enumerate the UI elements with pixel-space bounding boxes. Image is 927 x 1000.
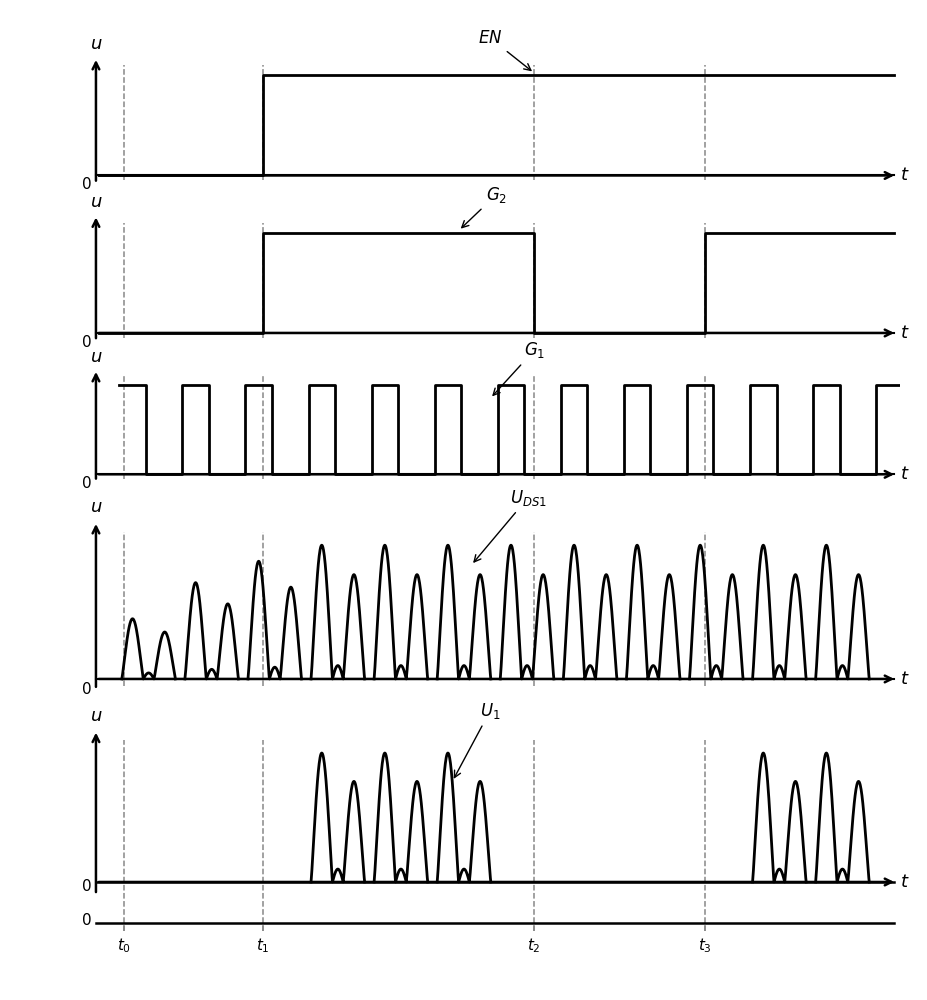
Text: 0: 0 — [82, 476, 92, 491]
Text: $t_2$: $t_2$ — [527, 936, 540, 955]
Text: 0: 0 — [82, 913, 92, 928]
Text: $t$: $t$ — [899, 324, 908, 342]
Text: $U_{DS1}$: $U_{DS1}$ — [474, 488, 546, 562]
Text: $G_2$: $G_2$ — [462, 185, 506, 228]
Text: $t$: $t$ — [899, 166, 908, 184]
Text: 0: 0 — [82, 335, 92, 350]
Text: $t_0$: $t_0$ — [117, 936, 132, 955]
Text: $u$: $u$ — [90, 348, 102, 366]
Text: $t$: $t$ — [899, 465, 908, 483]
Text: $u$: $u$ — [90, 35, 102, 53]
Text: $t_3$: $t_3$ — [697, 936, 711, 955]
Text: $U_1$: $U_1$ — [454, 701, 500, 778]
Text: $t$: $t$ — [899, 670, 908, 688]
Text: $u$: $u$ — [90, 498, 102, 516]
Text: 0: 0 — [82, 879, 92, 894]
Text: $u$: $u$ — [90, 707, 102, 725]
Text: $G_1$: $G_1$ — [492, 340, 544, 395]
Text: 0: 0 — [82, 177, 92, 192]
Text: $t$: $t$ — [899, 873, 908, 891]
Text: $t_1$: $t_1$ — [256, 936, 270, 955]
Text: $u$: $u$ — [90, 193, 102, 211]
Text: 0: 0 — [82, 682, 92, 697]
Text: $EN$: $EN$ — [477, 29, 530, 70]
